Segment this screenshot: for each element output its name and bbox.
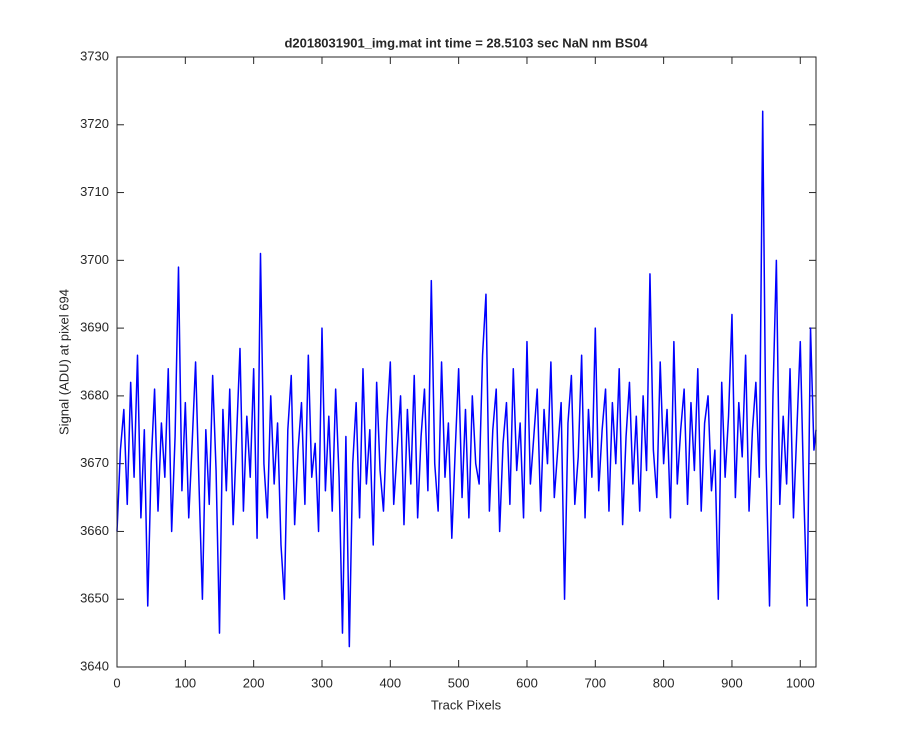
chart-title: d2018031901_img.mat int time = 28.5103 s…	[284, 35, 648, 50]
y-tick-label: 3720	[80, 116, 109, 131]
x-tick-label: 700	[584, 675, 606, 690]
y-tick-label: 3690	[80, 320, 109, 335]
y-tick-label: 3660	[80, 523, 109, 538]
y-tick-label: 3640	[80, 658, 109, 673]
x-tick-label: 600	[516, 675, 538, 690]
y-tick-label: 3700	[80, 252, 109, 267]
x-tick-label: 200	[243, 675, 265, 690]
data-line	[116, 110, 817, 648]
y-axis-label: Signal (ADU) at pixel 694	[56, 289, 71, 435]
x-tick-label: 300	[311, 675, 333, 690]
x-axis-label: Track Pixels	[431, 697, 502, 712]
y-tick-label: 3710	[80, 184, 109, 199]
y-tick-label: 3730	[80, 48, 109, 63]
y-tick-label: 3670	[80, 455, 109, 470]
x-tick-label: 800	[653, 675, 675, 690]
y-tick-label: 3680	[80, 387, 109, 402]
x-tick-label: 900	[721, 675, 743, 690]
x-tick-label: 1000	[786, 675, 815, 690]
x-tick-label: 400	[379, 675, 401, 690]
x-tick-label: 500	[448, 675, 470, 690]
x-tick-label: 100	[174, 675, 196, 690]
x-tick-label: 0	[113, 675, 120, 690]
y-tick-label: 3650	[80, 591, 109, 606]
axes-box	[116, 56, 817, 668]
